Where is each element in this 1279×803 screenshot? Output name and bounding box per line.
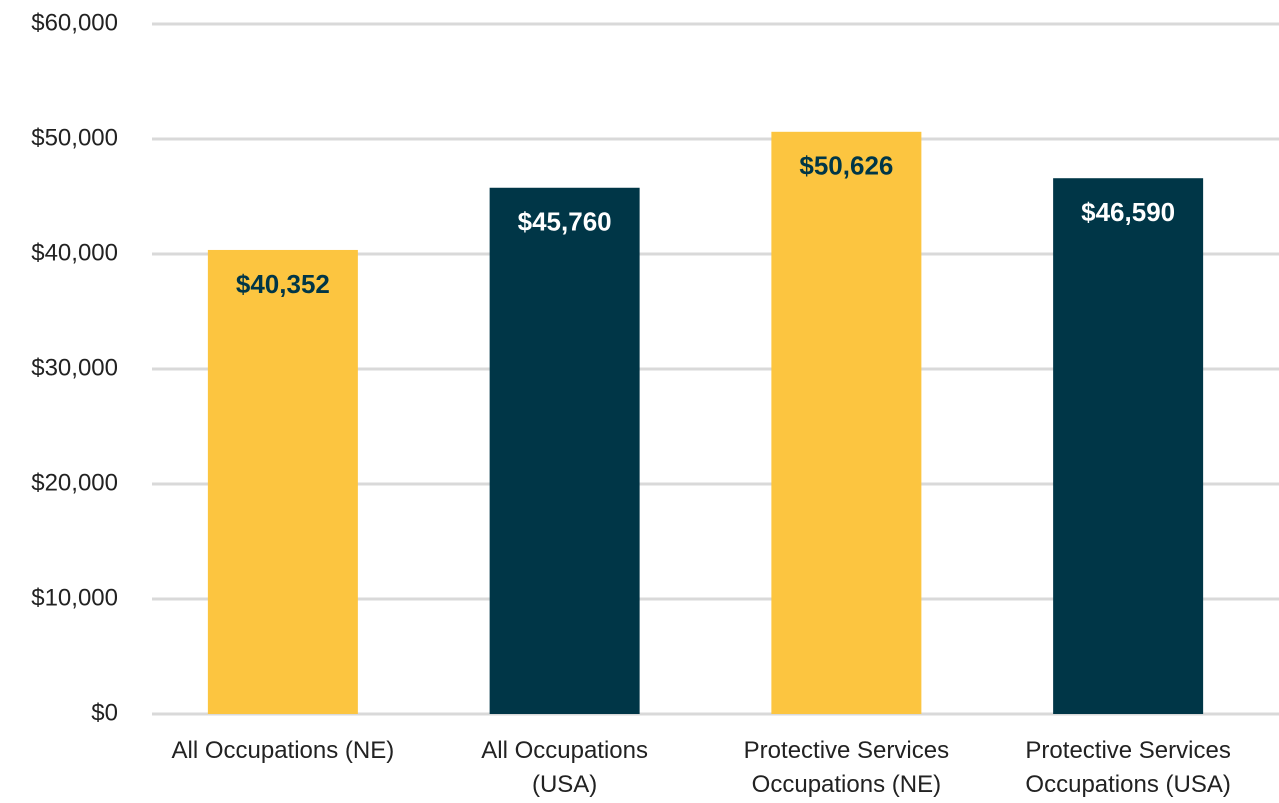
y-tick-label: $0: [91, 699, 118, 726]
y-tick-label: $40,000: [31, 239, 118, 266]
data-label: $50,626: [799, 151, 893, 181]
bar: [771, 131, 922, 714]
bar: [207, 249, 358, 714]
x-tick-label: All Occupations (NE): [171, 737, 395, 764]
x-tick-label: All Occupations (USA): [481, 737, 648, 798]
y-tick-label: $60,000: [31, 9, 118, 36]
data-label: $40,352: [236, 269, 330, 299]
y-tick-label: $20,000: [31, 469, 118, 496]
x-tick-label: Protective Services Occupations (NE): [743, 737, 950, 798]
y-tick-label: $50,000: [31, 124, 118, 151]
data-label: $45,760: [518, 207, 612, 237]
x-tick-label: Protective Services Occupations (USA): [1025, 737, 1231, 798]
y-tick-label: $10,000: [31, 584, 118, 611]
data-label: $46,590: [1081, 197, 1175, 227]
bar: [1053, 178, 1204, 715]
y-tick-label: $30,000: [31, 354, 118, 381]
bar: [489, 187, 640, 714]
